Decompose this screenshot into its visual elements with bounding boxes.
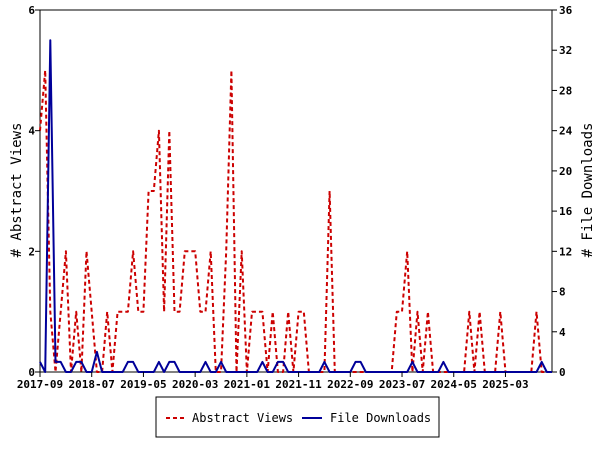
x-tick-label: 2019-05 <box>120 378 166 391</box>
y-left-tick-label: 0 <box>28 366 35 379</box>
series-layer <box>39 39 552 373</box>
y-right-tick-label: 0 <box>559 366 566 379</box>
x-tick-label: 2024-05 <box>431 378 477 391</box>
x-tick-label: 2022-09 <box>327 378 373 391</box>
x-tick-label: 2021-01 <box>224 378 271 391</box>
series-line-file-downloads <box>39 39 552 373</box>
x-tick-label: 2017-09 <box>17 378 63 391</box>
y-right-tick-label: 28 <box>559 84 572 97</box>
legend-label-abstract-views: Abstract Views <box>192 411 293 425</box>
legend: Abstract Views File Downloads <box>155 396 440 438</box>
y-left-tick-label: 6 <box>28 4 35 17</box>
x-tick-label: 2021-11 <box>275 378 322 391</box>
x-tick-label: 2025-03 <box>482 378 528 391</box>
x-tick-label: 2020-03 <box>172 378 218 391</box>
y-axis-left-title: # Abstract Views <box>9 123 25 258</box>
y-right-tick-label: 4 <box>559 326 566 339</box>
series-line-abstract-views <box>39 69 552 373</box>
y-right-tick-label: 12 <box>559 245 572 258</box>
y-left-tick-label: 4 <box>28 125 35 138</box>
y-right-tick-label: 20 <box>559 165 572 178</box>
y-right-tick-label: 36 <box>559 4 573 17</box>
y-right-tick-label: 24 <box>559 125 573 138</box>
y-right-tick-label: 16 <box>559 205 573 218</box>
x-tick-label: 2018-07 <box>69 378 115 391</box>
y-right-tick-label: 8 <box>559 286 566 299</box>
y-left-tick-label: 2 <box>28 245 35 258</box>
y-right-tick-label: 32 <box>559 44 572 57</box>
legend-label-file-downloads: File Downloads <box>330 411 431 425</box>
x-tick-label: 2023-07 <box>379 378 425 391</box>
y-axis-right-title: # File Downloads <box>580 123 596 258</box>
